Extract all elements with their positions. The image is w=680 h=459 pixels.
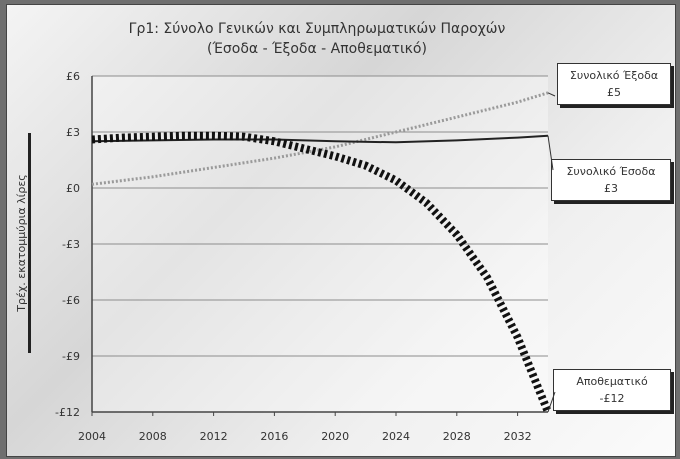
callout-total-revenue: Συνολικό Έσοδα £3 [551,159,671,201]
leader-line-cost [547,92,556,97]
chart-title: Γρ1: Σύνολο Γενικών και Συμπληρωματικών … [67,19,567,59]
y-tick-label: -£6 [62,294,80,307]
y-tick-label: -£3 [62,238,80,251]
callout-total-revenue-label: Συνολικό Έσοδα [566,165,656,178]
series-line-total-cost [91,91,549,186]
x-tick-label: 2004 [78,430,106,443]
callout-total-revenue-value: £3 [604,182,618,195]
chart-title-line: Γρ1: Σύνολο Γενικών και Συμπληρωματικών … [128,21,506,37]
x-tick-label: 2012 [200,430,228,443]
callout-total-cost: Συνολικό Έξοδα £5 [557,63,671,105]
y-tick-label: £3 [66,126,80,139]
series-line-total-revenue [91,134,549,144]
callout-reserve-label: Αποθεματικό [576,375,648,388]
chart-subtitle-line: (Έσοδα - Έξοδα - Αποθεματικό) [207,41,427,57]
callout-reserve-value: -£12 [599,392,625,405]
x-tick-label: 2020 [321,430,349,443]
y-tick-label: £0 [66,182,80,195]
x-tick-label: 2008 [139,430,167,443]
x-tick-label: 2032 [504,430,532,443]
y-tick-label: £6 [66,70,80,83]
y-tick-label: -£9 [62,350,80,363]
x-tick-label: 2016 [260,430,288,443]
callout-total-cost-label: Συνολικό Έξοδα [569,69,659,82]
x-tick-label: 2024 [382,430,410,443]
chart-frame: Γρ1: Σύνολο Γενικών και Συμπληρωματικών … [6,4,676,457]
callout-total-cost-value: £5 [607,86,621,99]
leader-line-reserve [547,391,556,413]
leader-line-revenue [547,135,554,171]
y-tick-label: -£12 [55,406,80,419]
x-tick-label: 2028 [443,430,471,443]
callout-reserve: Αποθεματικό -£12 [553,369,671,411]
series-line-reserve [91,131,552,414]
